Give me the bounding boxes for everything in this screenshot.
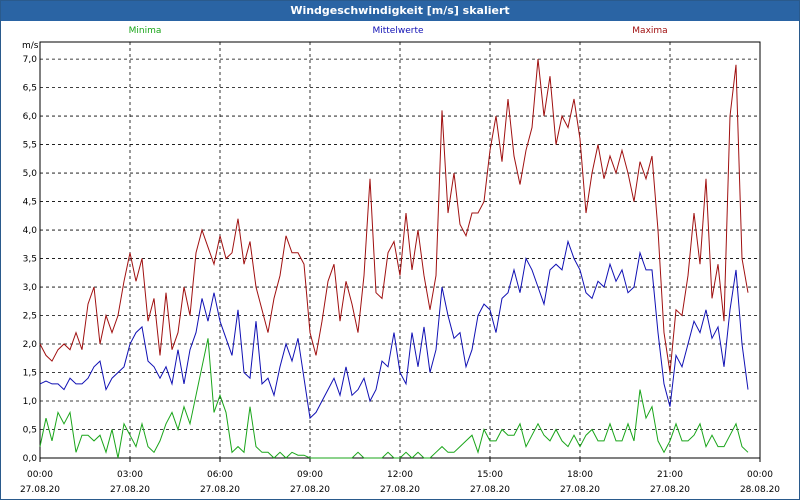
x-tick-date: 27.08.20: [470, 485, 510, 495]
y-tick-label: 1,5: [23, 369, 37, 379]
x-tick-date: 27.08.20: [380, 485, 420, 495]
x-tick-date: 28.08.20: [740, 485, 780, 495]
x-tick-time: 18:00: [567, 470, 593, 480]
series-line-minima: [39, 338, 749, 459]
chart-grid: [40, 42, 760, 459]
x-tick-date: 27.08.20: [200, 485, 240, 495]
x-tick-time: 03:00: [117, 470, 143, 480]
y-axis-unit: m/s: [22, 41, 39, 51]
y-tick-label: 3,5: [23, 255, 37, 265]
x-tick-date: 27.08.20: [110, 485, 150, 495]
x-tick-time: 15:00: [477, 470, 503, 480]
y-tick-label: 3,0: [23, 283, 38, 293]
window-title: Windgeschwindigkeit [m/s] skaliert: [1, 1, 799, 21]
y-tick-label: 7,0: [23, 55, 38, 65]
legend-maxima: Maxima: [632, 26, 667, 36]
y-tick-label: 0,5: [23, 426, 37, 436]
x-tick-time: 12:00: [387, 470, 413, 480]
legend-mittelwerte: Mittelwerte: [372, 26, 423, 36]
x-tick-date: 27.08.20: [650, 485, 690, 495]
x-tick-time: 00:00: [747, 470, 773, 480]
chart-series: [39, 59, 749, 459]
y-axis-labels: 0,0 0,5 1,0 1,5 2,0 2,5 3,0 3,5 4,0 4,5 5,0 5,5 6,0 6…: [23, 55, 38, 464]
y-tick-label: 4,5: [23, 198, 37, 208]
y-tick-label: 6,0: [23, 112, 38, 122]
y-tick-label: 5,5: [23, 141, 37, 151]
y-tick-label: 6,5: [23, 84, 37, 94]
y-tick-label: 2,0: [23, 340, 38, 350]
x-tick-time: 21:00: [657, 470, 683, 480]
x-tick-date: 27.08.20: [560, 485, 600, 495]
series-line-maxima: [39, 59, 749, 373]
y-tick-label: 2,5: [23, 312, 37, 322]
y-tick-label: 4,0: [23, 226, 38, 236]
x-tick-time: 00:00: [27, 470, 53, 480]
legend-minima: Minima: [129, 26, 162, 36]
y-tick-label: 5,0: [23, 169, 38, 179]
x-tick-date: 27.08.20: [20, 485, 60, 495]
x-tick-time: 06:00: [207, 470, 233, 480]
chart-legend: Maxima Mittelwerte Minima: [129, 26, 668, 36]
x-axis-labels: 00:00 27.08.20 03:00 27.08.20 06:00 27.08.20 0…: [20, 470, 780, 495]
x-tick-time: 09:00: [297, 470, 323, 480]
y-tick-label: 1,0: [23, 397, 38, 407]
series-line-mittelwerte: [39, 239, 749, 420]
y-tick-label: 0,0: [23, 454, 38, 464]
x-tick-date: 27.08.20: [290, 485, 330, 495]
